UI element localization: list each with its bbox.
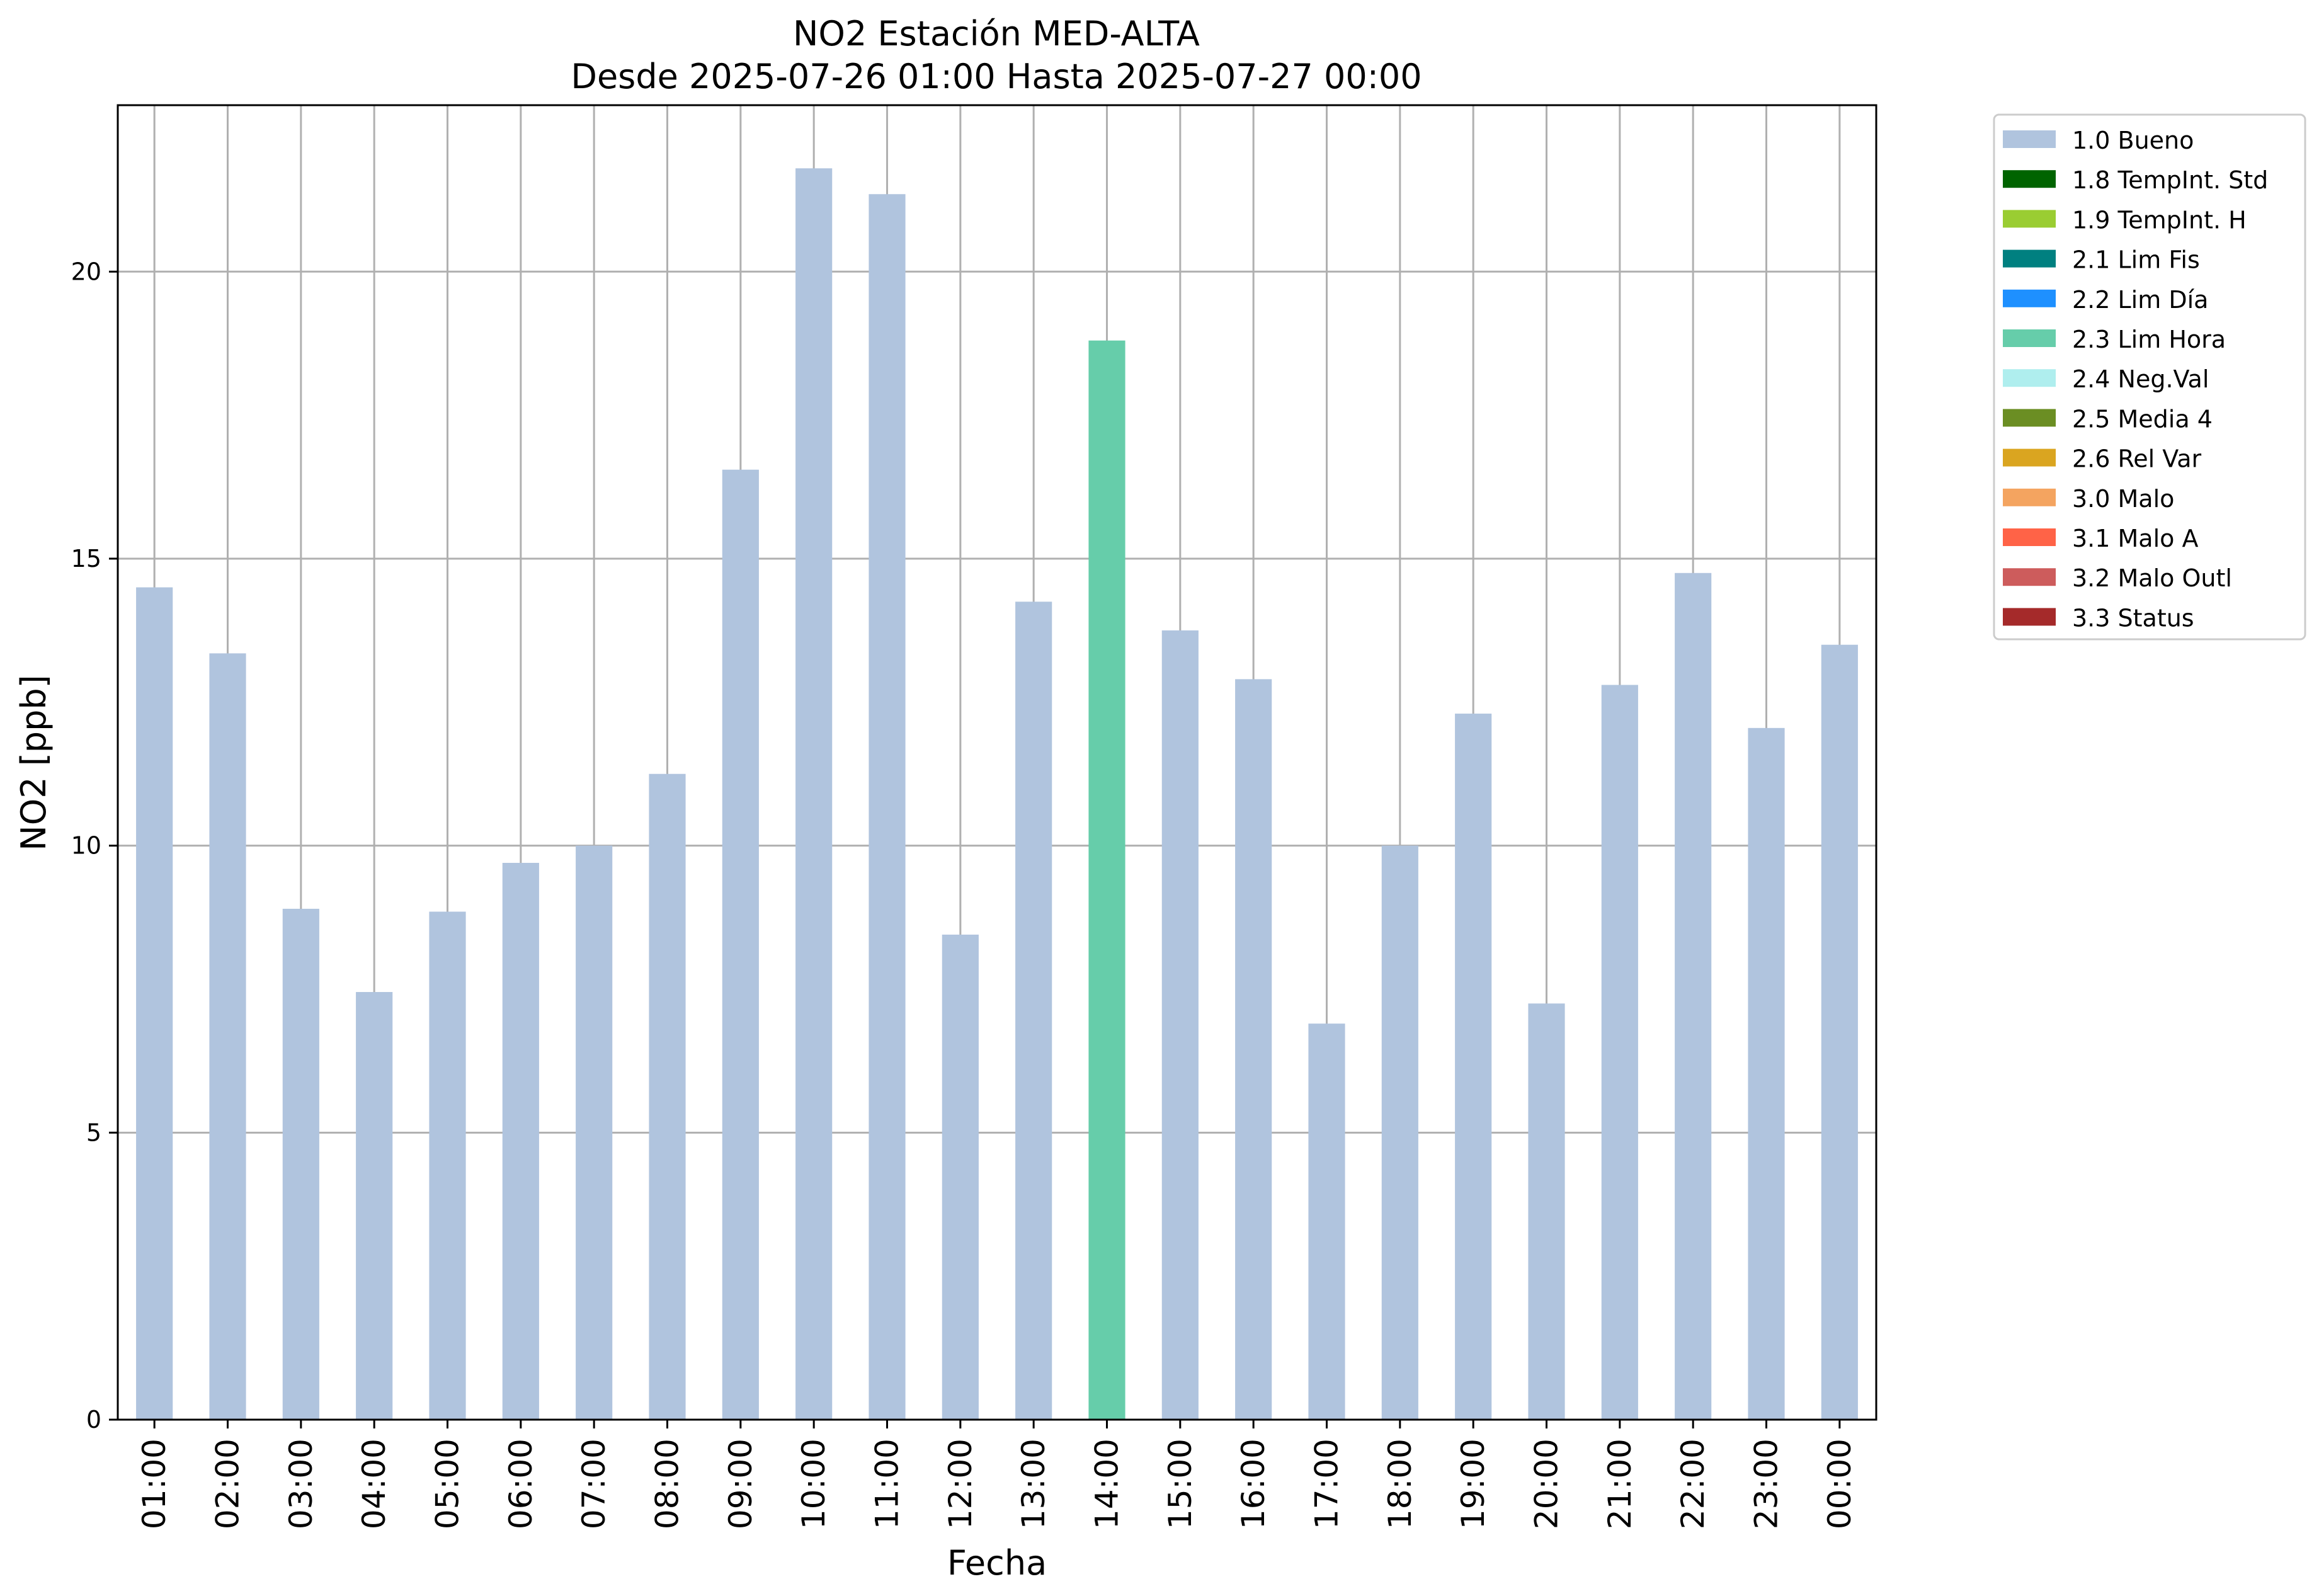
bar: [1601, 685, 1638, 1420]
x-tick-label: 08:00: [649, 1439, 686, 1529]
legend-swatch: [2003, 329, 2056, 347]
bar: [795, 168, 833, 1420]
bar: [429, 911, 466, 1420]
y-tick-label: 0: [86, 1406, 101, 1434]
x-tick-label: 22:00: [1675, 1439, 1711, 1529]
legend-swatch: [2003, 409, 2056, 427]
legend-label: 2.1 Lim Fis: [2072, 246, 2200, 274]
legend-swatch: [2003, 448, 2056, 467]
y-tick-label: 15: [71, 545, 101, 573]
bar: [1675, 573, 1712, 1420]
legend-frame: [1993, 113, 2306, 641]
x-tick-label: 15:00: [1162, 1439, 1199, 1529]
bar: [1528, 1003, 1565, 1420]
chart-title: NO2 Estación MED-ALTA: [793, 14, 1200, 54]
x-tick-label: 04:00: [356, 1439, 392, 1529]
bar: [356, 992, 393, 1420]
bar: [1088, 340, 1125, 1420]
bars: [136, 168, 1858, 1420]
legend-label: 1.9 TempInt. H: [2072, 206, 2247, 234]
legend-label: 3.0 Malo: [2072, 485, 2174, 513]
bar: [1308, 1023, 1345, 1420]
x-tick-label: 21:00: [1602, 1439, 1638, 1529]
bar: [282, 908, 319, 1420]
legend: 1.0 Bueno 1.8 TempInt. Std 1.9 TempInt. H 2…: [1993, 113, 2306, 641]
y-tick-label: 5: [86, 1119, 101, 1146]
legend-swatch: [2003, 369, 2056, 387]
bar: [136, 587, 173, 1420]
x-tick-label: 00:00: [1821, 1439, 1858, 1529]
x-tick-label: 10:00: [795, 1439, 832, 1529]
bar: [1015, 601, 1052, 1420]
x-tick-label: 17:00: [1309, 1439, 1345, 1529]
legend-swatch: [2003, 170, 2056, 188]
bar: [209, 653, 246, 1420]
x-tick-label: 11:00: [869, 1439, 906, 1529]
x-tick-label: 06:00: [503, 1439, 539, 1529]
bar: [1161, 630, 1199, 1420]
legend-label: 2.3 Lim Hora: [2072, 326, 2226, 353]
legend-swatch: [2003, 528, 2056, 546]
legend-label: 1.8 TempInt. Std: [2072, 166, 2268, 194]
x-tick-label: 23:00: [1748, 1439, 1785, 1529]
legend-swatch: [2003, 130, 2056, 148]
x-axis: 01:00 02:00 03:00 04:00 05:00 06:00 07:00 08:00…: [136, 1420, 1858, 1529]
legend-swatch: [2003, 289, 2056, 307]
x-tick-label: 19:00: [1455, 1439, 1491, 1529]
x-tick-label: 12:00: [942, 1439, 979, 1529]
x-tick-label: 09:00: [722, 1439, 759, 1529]
x-tick-label: 18:00: [1382, 1439, 1418, 1529]
bar: [1821, 644, 1858, 1420]
x-tick-label: 07:00: [576, 1439, 612, 1529]
x-tick-label: 02:00: [210, 1439, 246, 1529]
legend-label: 2.2 Lim Día: [2072, 286, 2208, 314]
legend-label: 2.6 Rel Var: [2072, 445, 2202, 473]
x-tick-label: 01:00: [136, 1439, 173, 1529]
x-tick-label: 13:00: [1015, 1439, 1052, 1529]
bar: [1235, 679, 1272, 1420]
x-tick-label: 03:00: [283, 1439, 319, 1529]
legend-label: 2.4 Neg.Val: [2072, 365, 2209, 393]
legend-swatch: [2003, 210, 2056, 228]
legend-swatch: [2003, 568, 2056, 586]
y-axis-label: NO2 [ppb]: [14, 675, 54, 850]
y-axis: 0 5 10 15 20: [71, 258, 118, 1434]
bar: [1748, 727, 1785, 1420]
legend-swatch: [2003, 488, 2056, 506]
legend-swatch: [2003, 608, 2056, 626]
bar: [1455, 714, 1492, 1420]
legend-label: 3.2 Malo Outl: [2072, 564, 2232, 592]
bar: [576, 845, 613, 1420]
x-tick-label: 14:00: [1089, 1439, 1125, 1529]
x-axis-label: Fecha: [947, 1543, 1047, 1583]
x-tick-label: 05:00: [430, 1439, 466, 1529]
bar: [649, 773, 686, 1420]
bar: [942, 934, 979, 1420]
bar: [502, 862, 539, 1420]
legend-label: 3.1 Malo A: [2072, 525, 2198, 552]
legend-label: 3.3 Status: [2072, 604, 2194, 632]
x-tick-label: 20:00: [1529, 1439, 1565, 1529]
legend-label: 1.0 Bueno: [2072, 127, 2194, 154]
legend-label: 2.5 Media 4: [2072, 405, 2213, 433]
bar: [722, 469, 759, 1420]
chart-subtitle: Desde 2025-07-26 01:00 Hasta 2025-07-27 …: [571, 57, 1422, 96]
bar: [869, 194, 906, 1420]
x-tick-label: 16:00: [1235, 1439, 1272, 1529]
bar: [1381, 845, 1418, 1420]
plot-frame: [117, 104, 1877, 1421]
legend-swatch: [2003, 249, 2056, 268]
y-tick-label: 20: [71, 258, 101, 285]
y-tick-label: 10: [71, 832, 101, 860]
